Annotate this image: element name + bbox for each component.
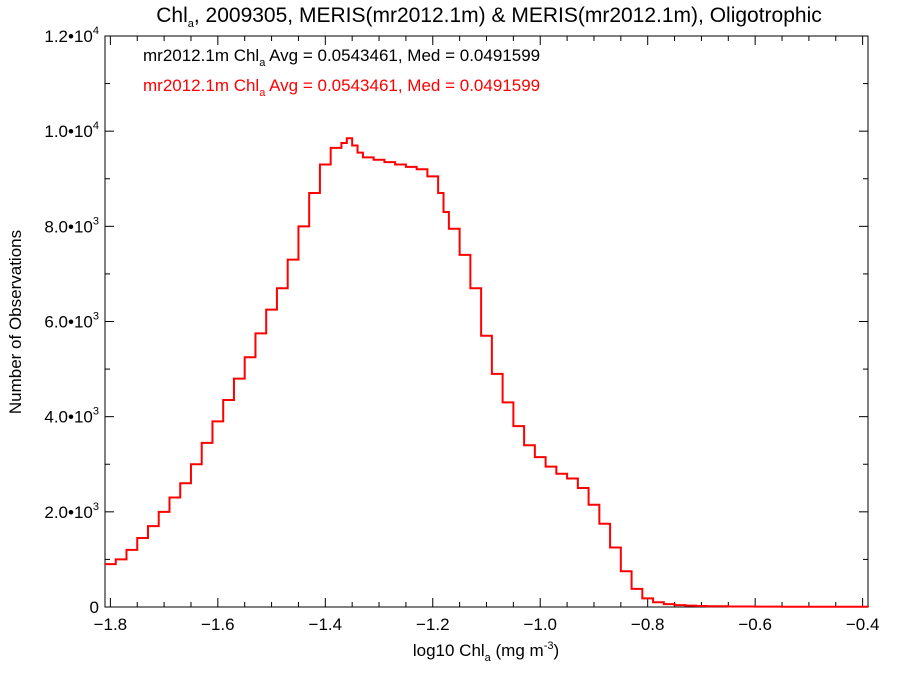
x-tick-label: −1.4 [309,615,343,634]
x-tick-label: −1.0 [523,615,557,634]
y-axis: 0 2.0•103 4.0•103 6.0•103 8.0•103 1.0•104 1.2•… [44,25,868,617]
series-group [105,137,869,608]
series-line-1 [105,137,869,608]
y-tick-label: 1.2•104 [44,25,99,46]
chart-title: Chla, 2009305, MERIS(mr2012.1m) & MERIS(… [156,4,822,30]
y-tick-label: 6.0•103 [44,311,99,332]
legend-entry-2: mr2012.1m Chla Avg = 0.0543461, Med = 0.… [143,76,540,99]
y-tick-label: 4.0•103 [44,406,99,427]
x-axis-label: log10 Chla (mg m-3) [413,640,559,664]
x-tick-label: −1.2 [416,615,450,634]
x-tick-label: −1.6 [201,615,235,634]
x-tick-label: −1.8 [94,615,128,634]
y-tick-label: 0 [90,598,99,617]
y-tick-label: 1.0•104 [44,120,99,141]
title-suffix: , 2009305, MERIS(mr2012.1m) & MERIS(mr20… [194,4,822,27]
y-tick-label: 8.0•103 [44,215,99,236]
legend: mr2012.1m Chla Avg = 0.0543461, Med = 0.… [143,46,540,99]
x-tick-label: −0.4 [846,615,880,634]
legend-entry-1: mr2012.1m Chla Avg = 0.0543461, Med = 0.… [143,46,540,69]
y-tick-label: 2.0•103 [44,501,99,522]
y-axis-label: Number of Observations [6,230,25,414]
title-prefix: Chl [156,4,188,27]
x-tick-label: −0.6 [738,615,772,634]
plot-frame [104,35,869,608]
x-tick-label: −0.8 [631,615,665,634]
title-sub: a [188,18,195,30]
x-axis: −1.8 −1.6 −1.4 −1.2 −1.0 −0.8 −0.6 −0.4 [94,36,880,634]
